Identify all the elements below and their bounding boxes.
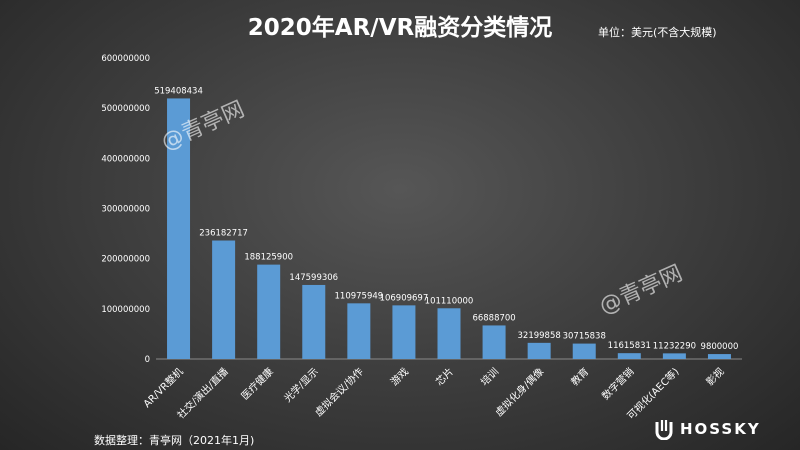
bar-value-label: 66888700	[472, 313, 515, 323]
y-tick-label: 200000000	[101, 255, 150, 265]
source-note: 数据整理：青亭网（2021年1月)	[94, 434, 255, 447]
chart-title: 2020年AR/VR融资分类情况	[247, 15, 553, 41]
bar-value-label: 101110000	[425, 296, 474, 306]
hossky-logo: HOSSKY	[653, 418, 761, 440]
bar	[482, 325, 506, 359]
x-tick-label: AR/VR整机	[140, 365, 185, 410]
bar-value-label: 519408434	[154, 86, 203, 96]
bar-value-label: 236182717	[199, 229, 248, 239]
unit-label: 单位：美元(不含大规模)	[598, 26, 717, 39]
bar	[707, 354, 731, 359]
bars	[167, 98, 731, 359]
data-labels: 519408434 236182717 188125900 147599306 1109…	[154, 86, 738, 352]
bar-value-label: 188125900	[244, 253, 293, 263]
y-tick-label: 0	[145, 355, 150, 365]
bar-value-label: 11615831	[608, 341, 651, 351]
bar-value-label: 32199858	[518, 331, 561, 341]
bar	[167, 98, 191, 359]
bar-value-label: 9800000	[701, 342, 739, 352]
bar	[527, 342, 551, 359]
bar-value-label: 30715838	[563, 332, 606, 342]
bar	[392, 305, 416, 359]
bar	[572, 343, 596, 359]
y-tick-label: 400000000	[101, 154, 150, 164]
bar-value-label: 106909697	[380, 293, 429, 303]
bar	[212, 240, 236, 359]
y-tick-label: 300000000	[101, 205, 150, 215]
y-tick-label: 100000000	[101, 305, 150, 315]
bar	[617, 353, 641, 359]
x-tick-label: 虚拟会议/协作	[312, 365, 366, 419]
bar	[437, 308, 461, 359]
bar	[662, 353, 686, 359]
logo-mark-icon	[655, 420, 673, 440]
y-tick-label: 600000000	[101, 54, 150, 64]
bar	[302, 284, 326, 359]
y-tick-label: 500000000	[101, 104, 150, 114]
x-tick-label: 虚拟化身/偶像	[492, 365, 546, 419]
x-tick-label: 光学/显示	[281, 365, 321, 405]
logo-text: HOSSKY	[680, 420, 761, 438]
x-tick-label: 教育	[568, 365, 591, 388]
bar-value-label: 11232290	[653, 341, 696, 351]
bar	[257, 264, 281, 359]
x-tick-label: 芯片	[433, 365, 456, 388]
x-tick-label: 影视	[703, 365, 726, 388]
y-axis-tick-labels: 0 100000000 200000000 300000000 400000000 500…	[101, 54, 150, 365]
bar-value-label: 147599306	[289, 273, 338, 283]
bar	[347, 303, 371, 359]
x-tick-label: 数字营销	[599, 365, 636, 402]
x-tick-label: 医疗健康	[238, 365, 275, 402]
x-tick-label: 培训	[478, 365, 501, 388]
x-tick-label: 游戏	[388, 365, 411, 388]
bar-value-label: 110975949	[335, 291, 384, 301]
